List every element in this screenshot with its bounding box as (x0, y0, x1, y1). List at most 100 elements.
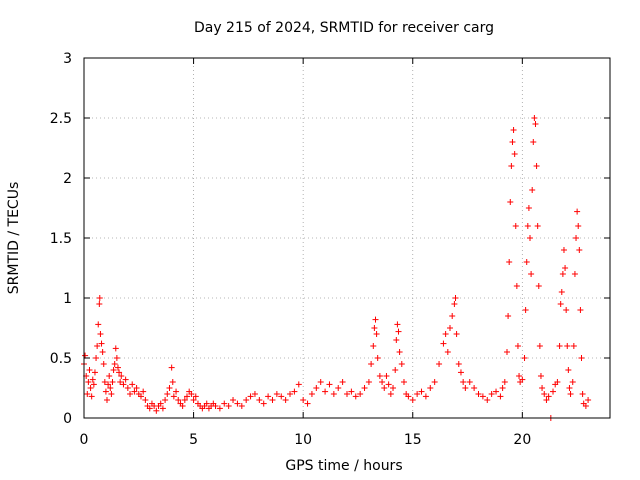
x-tick-label: 20 (513, 432, 531, 448)
data-point (365, 379, 372, 385)
data-point (571, 271, 578, 277)
data-point (524, 223, 531, 229)
data-point (530, 139, 537, 145)
data-point (216, 405, 223, 412)
data-point (462, 385, 469, 391)
data-point (475, 391, 482, 397)
x-tick-label: 10 (294, 432, 312, 448)
data-point (374, 355, 381, 361)
data-point (91, 369, 98, 376)
data-point (444, 349, 451, 355)
data-point (166, 385, 173, 391)
data-point (101, 379, 108, 385)
data-point (557, 301, 564, 307)
data-point (99, 349, 106, 355)
data-point (506, 259, 513, 265)
data-point (89, 376, 96, 383)
data-point (291, 388, 298, 395)
data-point (519, 376, 526, 383)
data-point (383, 373, 390, 379)
data-point (527, 235, 534, 241)
data-point (173, 388, 180, 395)
data-point (127, 391, 134, 397)
data-point (442, 331, 449, 337)
data-point (453, 331, 460, 337)
y-tick-label: 2 (63, 171, 72, 187)
data-point (460, 379, 467, 385)
data-point (535, 283, 542, 289)
data-point (394, 321, 401, 328)
data-point (565, 367, 572, 373)
data-point (170, 393, 177, 400)
x-tick-label: 0 (80, 432, 89, 448)
chart-title: Day 215 of 2024, SRMTID for receiver car… (194, 20, 494, 36)
data-point (488, 391, 495, 397)
data-point (181, 397, 188, 403)
data-point (265, 393, 272, 400)
data-point (512, 223, 519, 229)
data-point (159, 405, 166, 412)
data-point (122, 376, 129, 383)
data-point (192, 393, 199, 400)
data-point (168, 364, 175, 371)
data-point (563, 307, 570, 313)
data-point (558, 289, 565, 295)
data-point (93, 355, 100, 361)
data-point (577, 307, 584, 313)
data-point (256, 397, 263, 403)
data-point (452, 295, 459, 301)
data-point (140, 388, 147, 395)
data-point (422, 393, 429, 400)
data-point (88, 393, 95, 400)
data-point (507, 199, 514, 205)
data-point (521, 355, 528, 361)
data-point (260, 400, 267, 407)
data-point (372, 316, 379, 323)
data-point (385, 381, 392, 388)
data-point (251, 391, 258, 397)
data-point (90, 381, 97, 388)
data-point (509, 139, 516, 145)
data-point (304, 400, 311, 407)
data-point (322, 388, 329, 395)
x-tick-label: 15 (404, 432, 422, 448)
data-point (238, 403, 245, 409)
data-point (137, 393, 144, 400)
data-point (96, 301, 103, 307)
data-point (539, 385, 546, 391)
data-point (536, 343, 543, 349)
data-point (514, 343, 521, 349)
data-point (574, 208, 581, 215)
data-point (466, 379, 473, 385)
data-point (513, 283, 520, 289)
data-point (409, 397, 416, 403)
data-point (541, 391, 548, 397)
data-point (157, 400, 164, 407)
data-point (392, 367, 399, 373)
data-point (449, 313, 456, 319)
data-point (97, 331, 104, 337)
data-point (505, 313, 512, 319)
data-point (190, 397, 197, 403)
data-point (84, 391, 91, 397)
data-point (379, 379, 386, 385)
data-point (105, 381, 112, 388)
data-point (578, 355, 585, 361)
data-point (569, 379, 576, 385)
data-point (184, 393, 191, 400)
data-point (326, 381, 333, 388)
data-point (308, 391, 315, 397)
data-point (405, 393, 412, 400)
data-point (335, 385, 342, 391)
data-point (436, 361, 443, 367)
data-point (532, 121, 539, 127)
data-point (352, 393, 359, 400)
data-point (179, 403, 186, 409)
data-point (96, 295, 103, 301)
data-point (124, 385, 131, 391)
data-point (131, 388, 138, 395)
data-point (537, 373, 544, 379)
data-point (529, 187, 536, 193)
data-point (508, 163, 515, 169)
